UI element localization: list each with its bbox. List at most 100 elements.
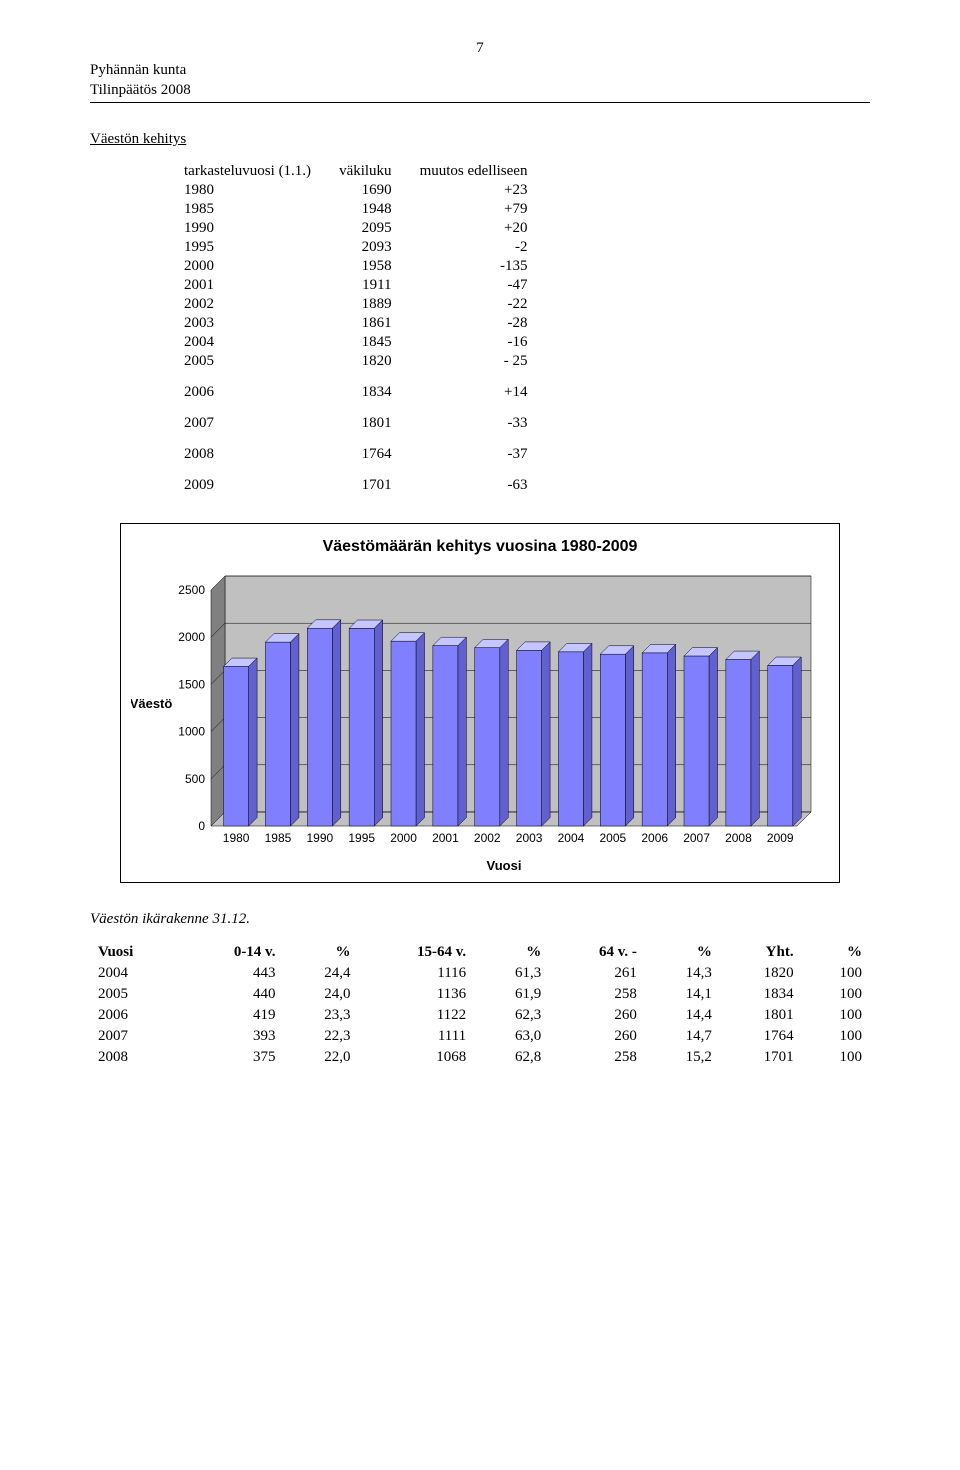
table-row: 20031861-28	[170, 314, 541, 333]
table-header-cell: %	[283, 942, 358, 963]
header-rule	[90, 102, 870, 103]
table-row: 20061834+14	[170, 383, 541, 402]
section2-subtitle: Väestön ikärakenne 31.12.	[90, 911, 870, 928]
table-row: 19851948+79	[170, 200, 541, 219]
table-row: 20081764-37	[170, 445, 541, 464]
table-cell: 1068	[358, 1047, 474, 1068]
table-cell: 375	[181, 1047, 283, 1068]
table-cell: 1911	[325, 276, 406, 295]
table-cell: 1845	[325, 333, 406, 352]
svg-text:0: 0	[198, 819, 205, 833]
table-cell: 62,8	[474, 1047, 549, 1068]
svg-text:1980: 1980	[223, 831, 250, 845]
age-structure-table: Vuosi0-14 v.%15-64 v.%64 v. -%Yht.% 2004…	[90, 942, 870, 1068]
table-row: 200641923,3112262,326014,41801100	[90, 1005, 870, 1026]
svg-text:1985: 1985	[265, 831, 292, 845]
table-cell: 2004	[170, 333, 325, 352]
table-cell: 1116	[358, 963, 474, 984]
table-cell: 1801	[325, 414, 406, 433]
table-header-cell: 64 v. -	[549, 942, 645, 963]
svg-text:1990: 1990	[306, 831, 333, 845]
table-row: 20071801-33	[170, 414, 541, 433]
table-row: 200444324,4111661,326114,31820100	[90, 963, 870, 984]
table-cell: 2005	[170, 352, 325, 371]
table-cell: -16	[406, 333, 542, 352]
table-cell: 1834	[325, 383, 406, 402]
table-cell: 393	[181, 1026, 283, 1047]
doc-header: Pyhännän kunta Tilinpäätös 2008	[90, 61, 870, 100]
table-cell: 23,3	[283, 1005, 358, 1026]
table-cell: 1136	[358, 984, 474, 1005]
table-cell: 443	[181, 963, 283, 984]
table-header-cell: 0-14 v.	[181, 942, 283, 963]
table-cell: 100	[802, 1005, 870, 1026]
table-header-cell: %	[645, 942, 720, 963]
chart-container: Väestömäärän kehitys vuosina 1980-2009 0…	[120, 523, 840, 883]
svg-text:2000: 2000	[178, 630, 205, 644]
table-row: 20021889-22	[170, 295, 541, 314]
document-page: 7 Pyhännän kunta Tilinpäätös 2008 Väestö…	[0, 0, 960, 1108]
table-cell: 14,3	[645, 963, 720, 984]
svg-text:2006: 2006	[641, 831, 668, 845]
svg-text:2008: 2008	[725, 831, 752, 845]
section1-title: Väestön kehitys	[90, 131, 870, 148]
table-cell: 419	[181, 1005, 283, 1026]
table-cell: 2008	[170, 445, 325, 464]
table-cell: 61,3	[474, 963, 549, 984]
table-cell: 63,0	[474, 1026, 549, 1047]
table-row: 19952093-2	[170, 238, 541, 257]
svg-text:500: 500	[185, 772, 205, 786]
svg-text:1500: 1500	[178, 677, 205, 691]
table-cell: +23	[406, 181, 542, 200]
table-header-cell: %	[474, 942, 549, 963]
table-cell: -47	[406, 276, 542, 295]
table-cell: 1801	[720, 1005, 802, 1026]
table-cell: 1701	[720, 1047, 802, 1068]
header-line2: Tilinpäätös 2008	[90, 81, 870, 101]
table-cell: 258	[549, 1047, 645, 1068]
table-header-row: tarkasteluvuosi (1.1.) väkiluku muutos e…	[170, 162, 541, 181]
col-year: tarkasteluvuosi (1.1.)	[170, 162, 325, 181]
table-cell: 1861	[325, 314, 406, 333]
svg-text:Vuosi: Vuosi	[487, 858, 522, 873]
table-cell: 1889	[325, 295, 406, 314]
table-cell: 100	[802, 1026, 870, 1047]
table-cell: 1820	[325, 352, 406, 371]
table-cell: +14	[406, 383, 542, 402]
table-cell: 1764	[325, 445, 406, 464]
table-cell: 2006	[170, 383, 325, 402]
table-row: 200544024,0113661,925814,11834100	[90, 984, 870, 1005]
table-cell: 440	[181, 984, 283, 1005]
table-cell: 14,7	[645, 1026, 720, 1047]
chart-title: Väestömäärän kehitys vuosina 1980-2009	[131, 538, 829, 556]
table-cell: 100	[802, 963, 870, 984]
table-cell: 1834	[720, 984, 802, 1005]
table-cell: 2093	[325, 238, 406, 257]
table-row: 19801690+23	[170, 181, 541, 200]
table-cell: -2	[406, 238, 542, 257]
table-cell: 15,2	[645, 1047, 720, 1068]
svg-text:1995: 1995	[348, 831, 375, 845]
svg-text:Väestö: Väestö	[131, 696, 172, 711]
svg-text:2005: 2005	[599, 831, 626, 845]
table-cell: -135	[406, 257, 542, 276]
table-cell: 2002	[170, 295, 325, 314]
table-cell: 1990	[170, 219, 325, 238]
table-cell: 2006	[90, 1005, 181, 1026]
table-header-cell: 15-64 v.	[358, 942, 474, 963]
svg-text:2003: 2003	[516, 831, 543, 845]
table-cell: 2005	[90, 984, 181, 1005]
table-cell: 2009	[170, 476, 325, 495]
table-cell: 100	[802, 984, 870, 1005]
col-pop: väkiluku	[325, 162, 406, 181]
svg-text:2001: 2001	[432, 831, 459, 845]
table-cell: 1690	[325, 181, 406, 200]
table-cell: 1958	[325, 257, 406, 276]
table-header-row: Vuosi0-14 v.%15-64 v.%64 v. -%Yht.%	[90, 942, 870, 963]
table-cell: 1985	[170, 200, 325, 219]
bar-chart: 0500100015002000250019801985199019952000…	[131, 566, 831, 876]
table-cell: 2004	[90, 963, 181, 984]
population-table: tarkasteluvuosi (1.1.) väkiluku muutos e…	[170, 162, 541, 495]
table-cell: 14,4	[645, 1005, 720, 1026]
table-cell: 1995	[170, 238, 325, 257]
